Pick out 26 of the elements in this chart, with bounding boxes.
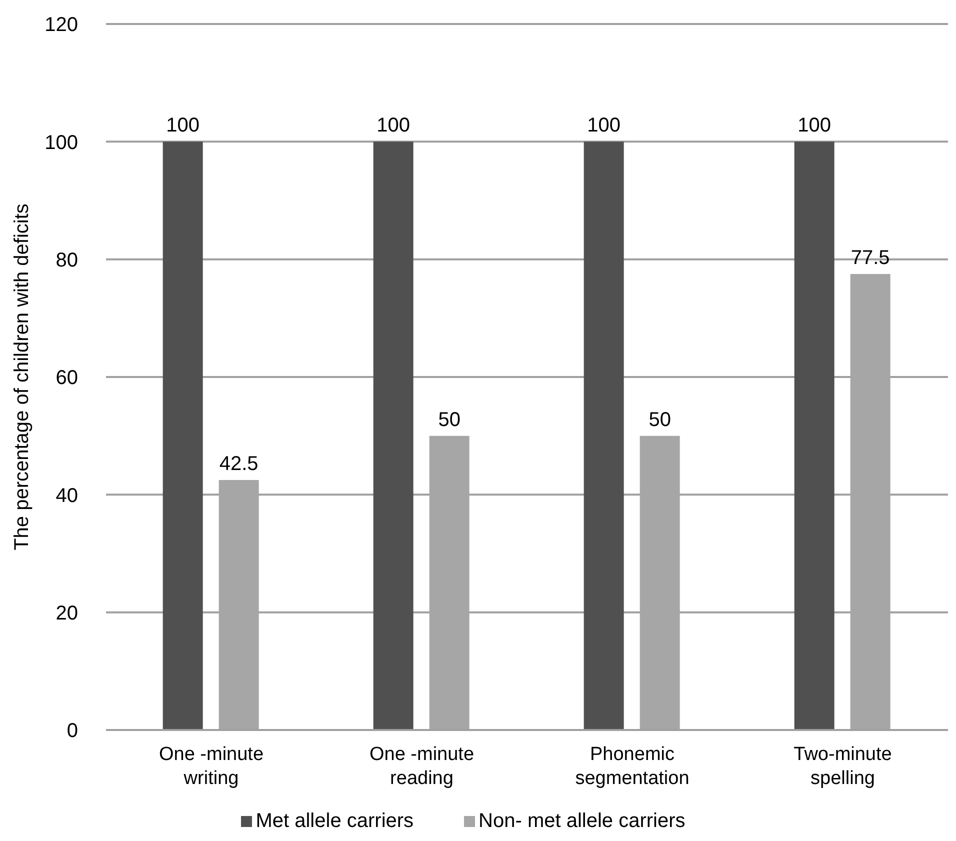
data-label: 50 xyxy=(648,408,671,431)
y-tick-label: 40 xyxy=(56,484,78,507)
y-tick-label: 100 xyxy=(44,132,78,154)
bar xyxy=(794,142,834,730)
x-tick-label: Phonemic segmentation xyxy=(575,744,690,789)
x-tick-label: One -minute writing xyxy=(158,744,264,789)
y-tick-label: 20 xyxy=(56,602,78,624)
data-label: 42.5 xyxy=(219,452,258,475)
y-tick-label: 120 xyxy=(44,14,78,36)
y-tick-label: 0 xyxy=(66,720,78,742)
data-label: 100 xyxy=(798,114,832,137)
bar xyxy=(584,142,624,730)
bar xyxy=(162,142,203,730)
legend-label: Met allele carriers xyxy=(256,810,414,832)
legend-label: Non- met allele carriers xyxy=(478,810,686,832)
x-tick-label: One -minute reading xyxy=(369,744,474,789)
x-tick-label: Two-minute spelling xyxy=(794,744,892,789)
bar xyxy=(373,142,414,730)
data-label: 100 xyxy=(166,114,200,137)
data-label: 100 xyxy=(376,114,410,137)
y-axis-title: The percentage of children with deficits xyxy=(11,204,34,550)
data-label: 50 xyxy=(438,408,460,431)
y-tick-label: 60 xyxy=(56,367,78,390)
data-label: 100 xyxy=(587,114,621,137)
y-tick-label: 80 xyxy=(56,249,78,272)
data-label: 77.5 xyxy=(850,247,890,270)
